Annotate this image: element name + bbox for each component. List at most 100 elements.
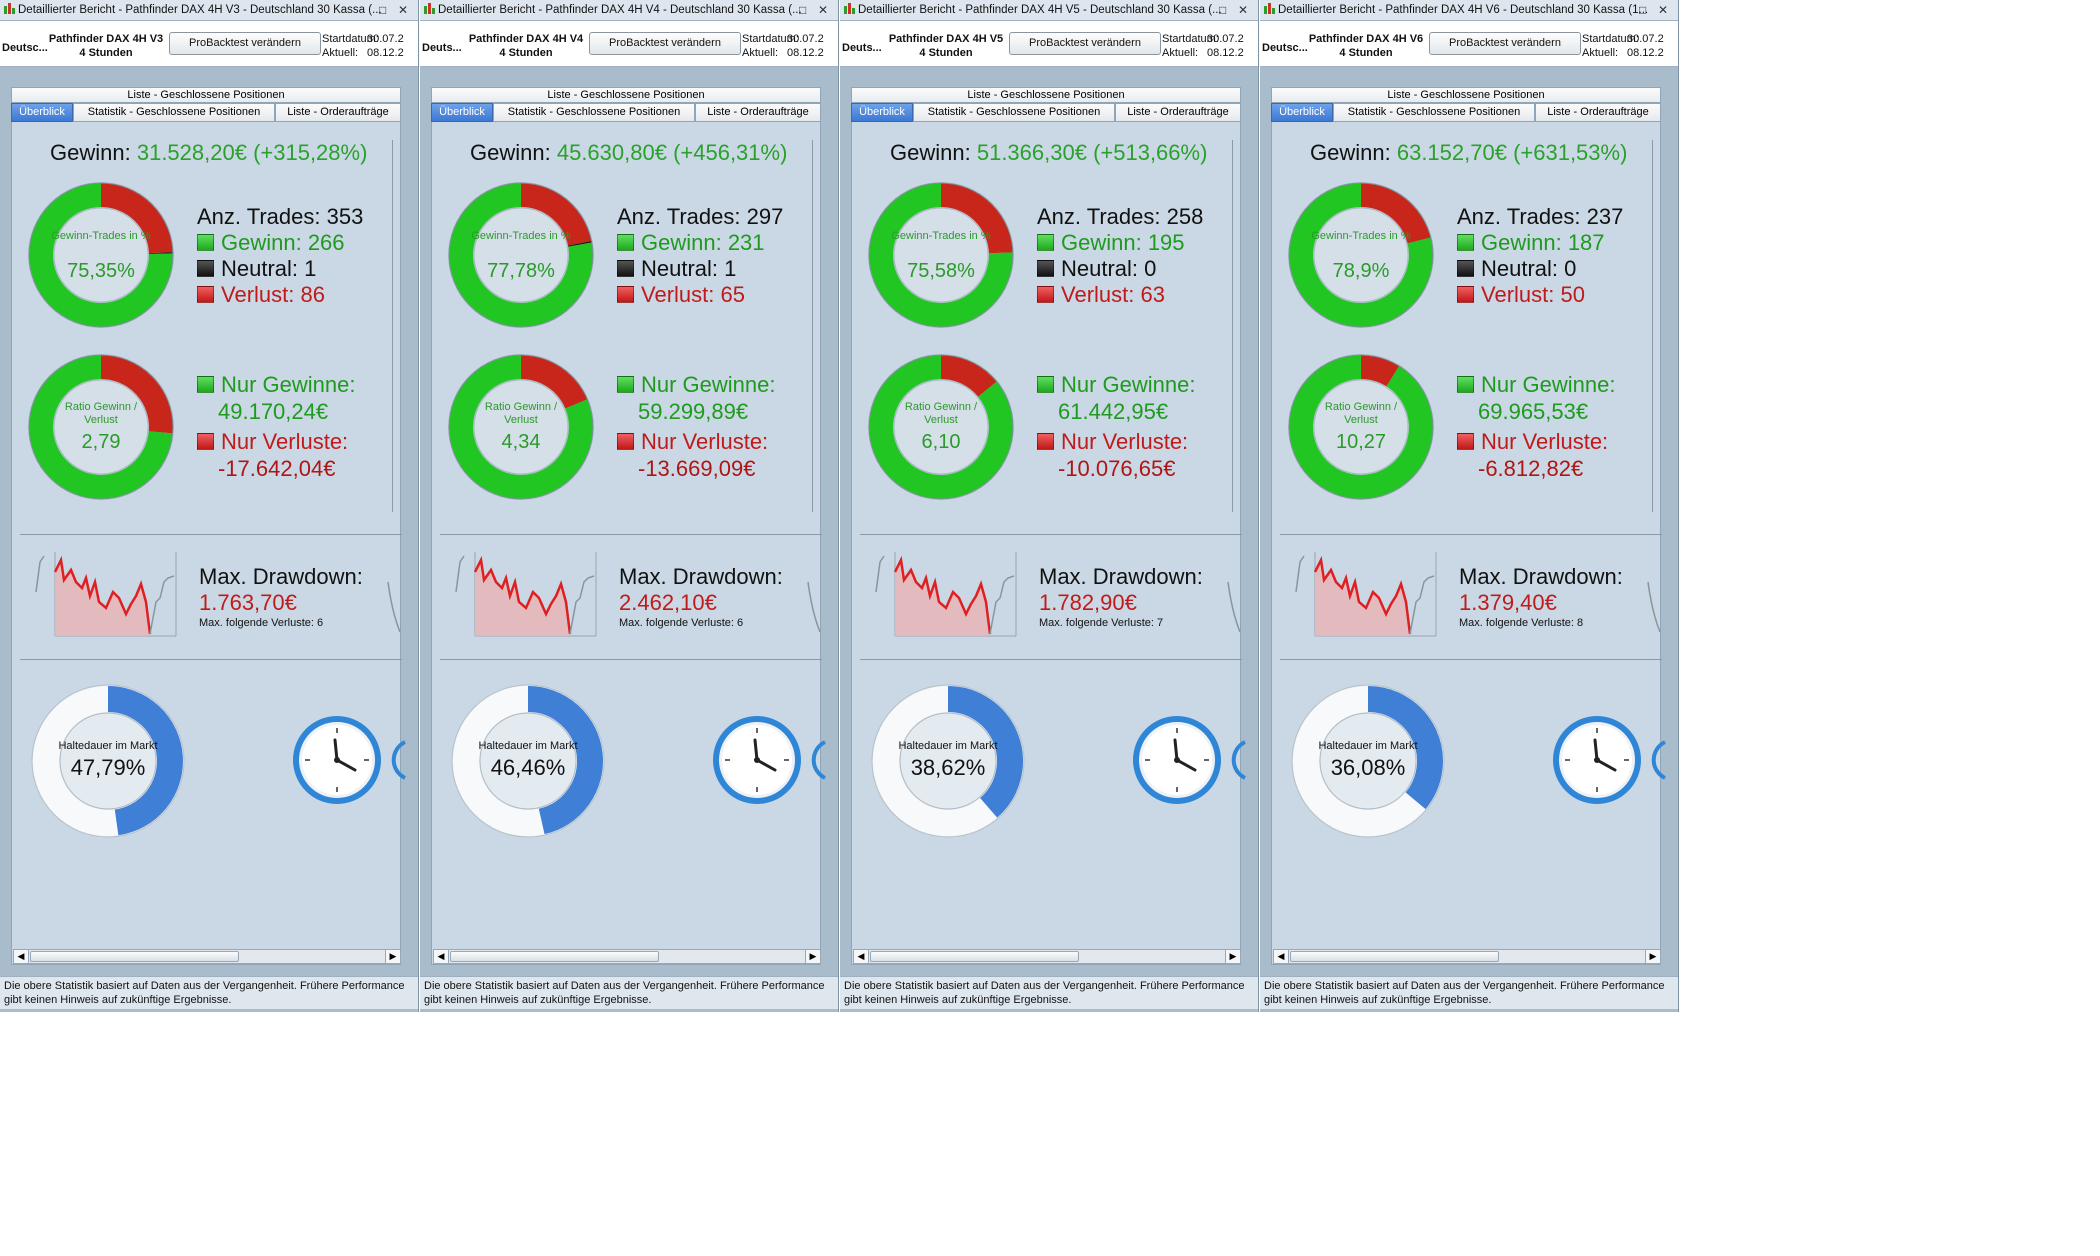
tab-closed-positions-list[interactable]: Liste - Geschlossene Positionen: [1271, 87, 1661, 103]
scrollbar-thumb[interactable]: [1290, 951, 1499, 962]
tab-closed-positions-list[interactable]: Liste - Geschlossene Positionen: [11, 87, 401, 103]
scrollbar-thumb[interactable]: [450, 951, 659, 962]
holding-time-label: Haltedauer im Markt: [898, 740, 998, 752]
modify-backtest-button[interactable]: ProBacktest verändern: [1429, 32, 1581, 55]
wins-count: Gewinn: 187: [1457, 230, 1605, 256]
winning-trades-ring: [28, 182, 174, 328]
max-consecutive-losses: Max. folgende Verluste: 6: [619, 617, 744, 629]
minimize-icon[interactable]: □: [1639, 3, 1647, 17]
tab-statistics[interactable]: Statistik - Geschlossene Positionen: [1333, 103, 1535, 122]
scroll-left-icon[interactable]: ◀: [434, 950, 449, 963]
tab-order-list[interactable]: Liste - Orderaufträge: [1535, 103, 1661, 122]
gain-swatch: [1037, 234, 1054, 251]
scroll-right-icon[interactable]: ▶: [1225, 950, 1240, 963]
ratio-ring-value: 2,79: [81, 431, 121, 453]
only-gains-label: Nur Gewinne:: [617, 372, 776, 398]
winning-trades-ring: [1288, 182, 1434, 328]
minimize-icon[interactable]: □: [379, 3, 387, 17]
tab-order-list[interactable]: Liste - Orderaufträge: [695, 103, 821, 122]
start-date-value: 30.07.2: [787, 33, 824, 45]
clock-icon: [293, 716, 381, 804]
title-bar[interactable]: Detaillierter Bericht - Pathfinder DAX 4…: [1260, 0, 1678, 21]
loss-swatch: [617, 286, 634, 303]
tab-statistics[interactable]: Statistik - Geschlossene Positionen: [73, 103, 275, 122]
scroll-right-icon[interactable]: ▶: [385, 950, 400, 963]
tab-order-list[interactable]: Liste - Orderaufträge: [1115, 103, 1241, 122]
horizontal-scrollbar[interactable]: ◀ ▶: [853, 949, 1241, 964]
wins-text: Gewinn: 187: [1481, 230, 1605, 255]
losses-text: Verlust: 50: [1481, 282, 1585, 307]
holding-time-value: 47,79%: [70, 755, 146, 780]
sparkline-icon: [455, 552, 821, 637]
clock-icon: [713, 716, 801, 804]
ratio-ring-label: Ratio Gewinn / Verlust: [1324, 401, 1398, 426]
scroll-left-icon[interactable]: ◀: [1274, 950, 1289, 963]
scrollbar-thumb[interactable]: [30, 951, 239, 962]
clock-icon: [1553, 716, 1641, 804]
clipped-stat-icon: [1651, 740, 1666, 780]
scroll-left-icon[interactable]: ◀: [854, 950, 869, 963]
window-title: Detaillierter Bericht - Pathfinder DAX 4…: [438, 4, 802, 16]
scroll-right-icon[interactable]: ▶: [1645, 950, 1660, 963]
winning-trades-ring: [448, 182, 594, 328]
modify-backtest-button[interactable]: ProBacktest verändern: [589, 32, 741, 55]
disclaimer: Die obere Statistik basiert auf Daten au…: [1260, 976, 1678, 1009]
profit-value: 63.152,70€ (+631,53%): [1396, 140, 1628, 165]
tab-overview[interactable]: Überblick: [11, 103, 73, 122]
minimize-icon[interactable]: □: [799, 3, 807, 17]
scrollbar-thumb[interactable]: [870, 951, 1079, 962]
divider: [1232, 140, 1233, 512]
instrument-name: Deutsc...: [2, 42, 48, 54]
only-losses-label-text: Nur Verluste:: [1061, 429, 1189, 454]
current-date-value: 08.12.2: [787, 47, 824, 59]
clipped-stat-icon: [1231, 740, 1246, 780]
losses-text: Verlust: 65: [641, 282, 745, 307]
horizontal-scrollbar[interactable]: ◀ ▶: [433, 949, 821, 964]
title-bar[interactable]: Detaillierter Bericht - Pathfinder DAX 4…: [0, 0, 418, 21]
gain-swatch: [1457, 234, 1474, 251]
report-header: Deutsc... Pathfinder DAX 4H V3 4 Stunden…: [0, 21, 418, 67]
tab-overview[interactable]: Überblick: [431, 103, 493, 122]
trades-total: Anz. Trades: 258: [1037, 204, 1204, 229]
minimize-icon[interactable]: □: [1219, 3, 1227, 17]
neutral-swatch: [617, 260, 634, 277]
trades-ring-gain: [29, 183, 173, 327]
horizontal-scrollbar[interactable]: ◀ ▶: [1273, 949, 1661, 964]
report-window-3: Detaillierter Bericht - Pathfinder DAX 4…: [840, 0, 1259, 1012]
window-title: Detaillierter Bericht - Pathfinder DAX 4…: [858, 4, 1222, 16]
max-drawdown-label: Max. Drawdown:: [199, 564, 363, 589]
current-date-label: Aktuell:: [322, 47, 359, 59]
title-bar[interactable]: Detaillierter Bericht - Pathfinder DAX 4…: [420, 0, 838, 21]
max-drawdown-label: Max. Drawdown:: [1459, 564, 1623, 589]
close-icon[interactable]: ✕: [1658, 3, 1669, 17]
horizontal-scrollbar[interactable]: ◀ ▶: [13, 949, 401, 964]
tab-closed-positions-list[interactable]: Liste - Geschlossene Positionen: [431, 87, 821, 103]
close-icon[interactable]: ✕: [818, 3, 829, 17]
tab-row: Überblick Statistik - Geschlossene Posit…: [11, 103, 401, 122]
scroll-left-icon[interactable]: ◀: [14, 950, 29, 963]
disclaimer: Die obere Statistik basiert auf Daten au…: [420, 976, 838, 1009]
holding-time-arc: [527, 686, 603, 835]
profit-loss-ratio-ring: [28, 354, 174, 500]
tab-statistics[interactable]: Statistik - Geschlossene Positionen: [913, 103, 1115, 122]
title-bar[interactable]: Detaillierter Bericht - Pathfinder DAX 4…: [840, 0, 1258, 21]
tab-closed-positions-list[interactable]: Liste - Geschlossene Positionen: [851, 87, 1241, 103]
tab-overview[interactable]: Überblick: [851, 103, 913, 122]
trades-total: Anz. Trades: 297: [617, 204, 784, 229]
only-gains-value: 69.965,53€: [1478, 399, 1589, 424]
tab-order-list[interactable]: Liste - Orderaufträge: [275, 103, 401, 122]
close-icon[interactable]: ✕: [1238, 3, 1249, 17]
modify-backtest-button[interactable]: ProBacktest verändern: [169, 32, 321, 55]
only-gains-value: 49.170,24€: [218, 399, 329, 424]
holding-time-ring: [31, 684, 185, 838]
losses-text: Verlust: 63: [1061, 282, 1165, 307]
close-icon[interactable]: ✕: [398, 3, 409, 17]
strategy-name: Pathfinder DAX 4H V4: [468, 33, 584, 45]
tab-overview[interactable]: Überblick: [1271, 103, 1333, 122]
ratio-ring-value: 4,34: [501, 431, 541, 453]
report-window-1: Detaillierter Bericht - Pathfinder DAX 4…: [0, 0, 419, 1012]
tab-statistics[interactable]: Statistik - Geschlossene Positionen: [493, 103, 695, 122]
modify-backtest-button[interactable]: ProBacktest verändern: [1009, 32, 1161, 55]
scroll-right-icon[interactable]: ▶: [805, 950, 820, 963]
winning-trades-ring-label: Gewinn-Trades in %: [891, 230, 991, 242]
